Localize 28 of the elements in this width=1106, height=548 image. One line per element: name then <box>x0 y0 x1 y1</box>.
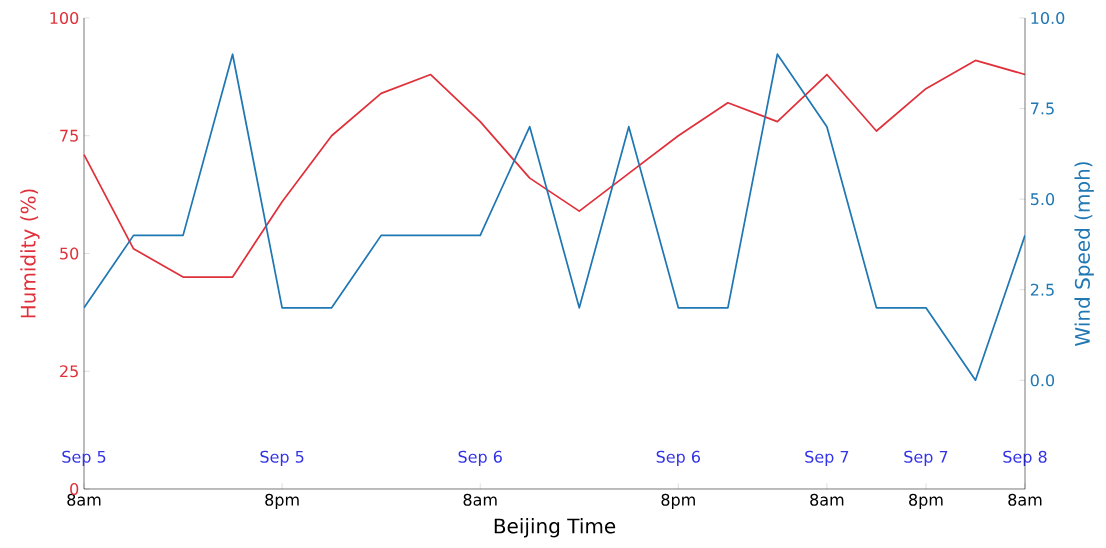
y2-tick-label: 2.5 <box>1030 283 1054 296</box>
annotation: Sep 8 <box>1003 450 1047 466</box>
x-tick-label: 8pm <box>909 493 943 509</box>
y2-tick-label: 5.0 <box>1030 193 1055 206</box>
annotation: Sep 6 <box>656 450 701 466</box>
y-tick-label: 0 <box>70 482 79 496</box>
annotation: Sep 5 <box>62 450 106 466</box>
y2-tick-label: 10.0 <box>1031 11 1065 25</box>
y2-tick-label: 0.0 <box>1030 374 1055 387</box>
x-tick-label: 8am <box>810 493 844 506</box>
y2-axis-title: Wind Speed (mph) <box>1074 162 1094 346</box>
annotation: Sep 6 <box>458 450 502 466</box>
y-tick-label: 100 <box>50 11 79 25</box>
annotation: Sep 5 <box>260 450 304 466</box>
y-tick-label: 75 <box>60 129 78 142</box>
line-series <box>83 59 1026 278</box>
y-axis-title: Humidity (%) <box>20 189 40 318</box>
x-tick-label: 8pm <box>265 493 299 509</box>
y-tick-label: 25 <box>60 365 78 378</box>
x-axis-title: Beijing Time <box>494 518 616 538</box>
x-tick-label: 8am <box>1008 493 1042 506</box>
y-tick-label: 50 <box>60 247 79 260</box>
y2-tick-label: 7.5 <box>1031 102 1054 115</box>
x-tick-label: 8am <box>67 493 101 506</box>
x-tick-label: 8am <box>463 493 497 506</box>
annotation: Sep 7 <box>904 450 948 466</box>
annotation: Sep 7 <box>805 450 849 466</box>
x-tick-label: 8pm <box>661 493 695 509</box>
